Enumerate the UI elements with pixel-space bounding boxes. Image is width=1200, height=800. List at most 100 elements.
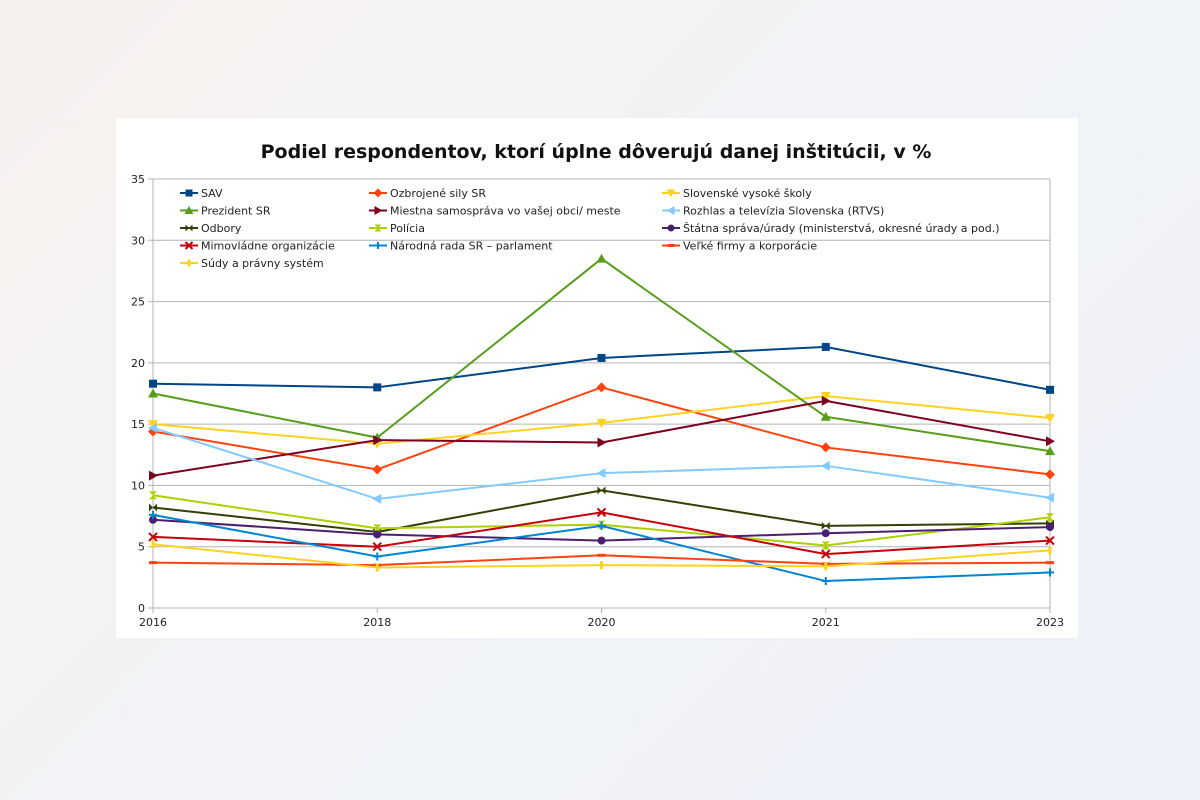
legend-label: Slovenské vysoké školy (683, 187, 812, 200)
legend-label: Rozhlas a televízia Slovenska (RTVS) (683, 205, 884, 218)
data-point-marker (1045, 535, 1055, 546)
data-point-marker (373, 530, 382, 539)
line-chart: Podiel respondentov, ktorí úplne dôveruj… (131, 141, 1064, 629)
data-point-marker (372, 542, 382, 552)
series-5 (148, 422, 1054, 504)
data-point-marker (373, 383, 382, 392)
data-point-marker (184, 241, 194, 250)
legend-label: Veľké firmy a korporácie (683, 240, 817, 253)
data-point-marker (373, 552, 382, 561)
data-point-marker (597, 536, 606, 545)
data-point-marker (148, 422, 157, 433)
y-tick-label: 0 (138, 602, 145, 615)
data-point-marker (597, 437, 607, 448)
y-tick-label: 30 (131, 234, 145, 247)
data-point-marker (149, 515, 157, 524)
legend-item: Súdy a právny systém (180, 257, 324, 270)
data-point-marker (600, 561, 603, 570)
x-tick-label: 2023 (1036, 616, 1064, 629)
legend-item: Veľké firmy a korporácie (662, 240, 817, 253)
chart-card: Podiel respondentov, ktorí úplne dôveruj… (116, 118, 1078, 638)
data-point-marker (596, 253, 607, 263)
series-8 (149, 515, 1054, 545)
legend-label: Ozbrojené sily SR (390, 187, 486, 200)
data-point-marker (666, 189, 676, 198)
data-point-marker (667, 224, 675, 232)
legend-item: Odbory (180, 222, 242, 235)
series-6 (149, 486, 1054, 537)
data-point-marker (373, 435, 383, 446)
data-point-marker (821, 521, 830, 530)
legend-item: Rozhlas a televízia Slovenska (RTVS) (662, 205, 884, 218)
data-point-marker (151, 540, 155, 549)
chart-title: Podiel respondentov, ktorí úplne dôveruj… (261, 141, 932, 163)
data-point-marker (821, 342, 830, 351)
series-1 (148, 382, 1055, 480)
legend-item: Polícia (369, 222, 425, 235)
y-tick-label: 35 (131, 173, 145, 186)
y-tick-label: 15 (131, 418, 145, 431)
x-tick-label: 2018 (363, 616, 391, 629)
data-point-marker (1046, 568, 1054, 577)
y-tick-label: 20 (131, 357, 145, 370)
data-point-marker (373, 528, 382, 537)
series-3 (148, 253, 1055, 456)
data-point-marker (820, 391, 831, 401)
data-point-marker (149, 510, 157, 519)
data-point-marker (597, 521, 606, 530)
data-point-marker (374, 242, 382, 249)
data-point-marker (821, 395, 831, 406)
data-point-marker (149, 379, 157, 388)
data-point-marker (149, 503, 157, 512)
data-point-marker (148, 388, 158, 398)
x-tick-label: 2021 (812, 616, 840, 629)
data-point-marker (1045, 469, 1055, 480)
data-point-marker (1046, 513, 1054, 522)
legend-item: Prezident SR (180, 205, 271, 218)
data-point-marker (1046, 523, 1054, 532)
legend-label: Miestna samospráva vo vašej obci/ meste (390, 205, 621, 218)
data-point-marker (1045, 414, 1055, 424)
data-point-marker (374, 224, 382, 232)
data-point-marker (187, 259, 191, 267)
y-tick-label: 5 (138, 541, 145, 554)
data-point-marker (597, 353, 606, 362)
data-point-marker (821, 549, 831, 559)
legend-label: Odbory (201, 222, 242, 235)
legend-label: Súdy a právny systém (201, 257, 324, 270)
data-point-marker (821, 529, 830, 538)
legend-label: Štátna správa/úrady (ministerstvá, okres… (683, 222, 1000, 235)
data-point-marker (597, 553, 606, 557)
data-point-marker (1046, 436, 1055, 447)
data-point-marker (596, 507, 607, 518)
legend-item: Národná rada SR – parlament (369, 240, 553, 253)
legend-item: Ozbrojené sily SR (369, 187, 486, 200)
legend-item: Slovenské vysoké školy (662, 187, 812, 200)
y-tick-label: 10 (131, 479, 145, 492)
data-point-marker (149, 491, 157, 500)
data-point-marker (820, 411, 831, 421)
legend-item: Miestna samospráva vo vašej obci/ meste (369, 205, 621, 218)
data-point-marker (1045, 492, 1054, 503)
x-tick-label: 2016 (139, 616, 167, 629)
data-point-marker (184, 206, 194, 214)
data-point-marker (373, 188, 383, 198)
series-line (152, 426, 1051, 500)
data-point-marker (596, 418, 607, 428)
series-2 (148, 391, 1055, 449)
data-point-marker (667, 244, 675, 247)
series-10 (149, 510, 1054, 586)
legend-label: Prezident SR (201, 205, 271, 218)
data-point-marker (821, 577, 830, 586)
legend: SAV Ozbrojené sily SR Slovenské vysoké ško… (180, 187, 1000, 270)
data-point-marker (666, 206, 675, 215)
data-point-marker (149, 470, 158, 481)
data-point-marker (373, 524, 382, 533)
data-point-marker (596, 468, 606, 479)
data-point-marker (820, 460, 830, 471)
data-point-marker (821, 541, 830, 550)
data-point-marker (148, 420, 158, 430)
data-point-marker (185, 189, 193, 197)
data-point-marker (375, 563, 379, 572)
legend-label: SAV (201, 187, 223, 200)
